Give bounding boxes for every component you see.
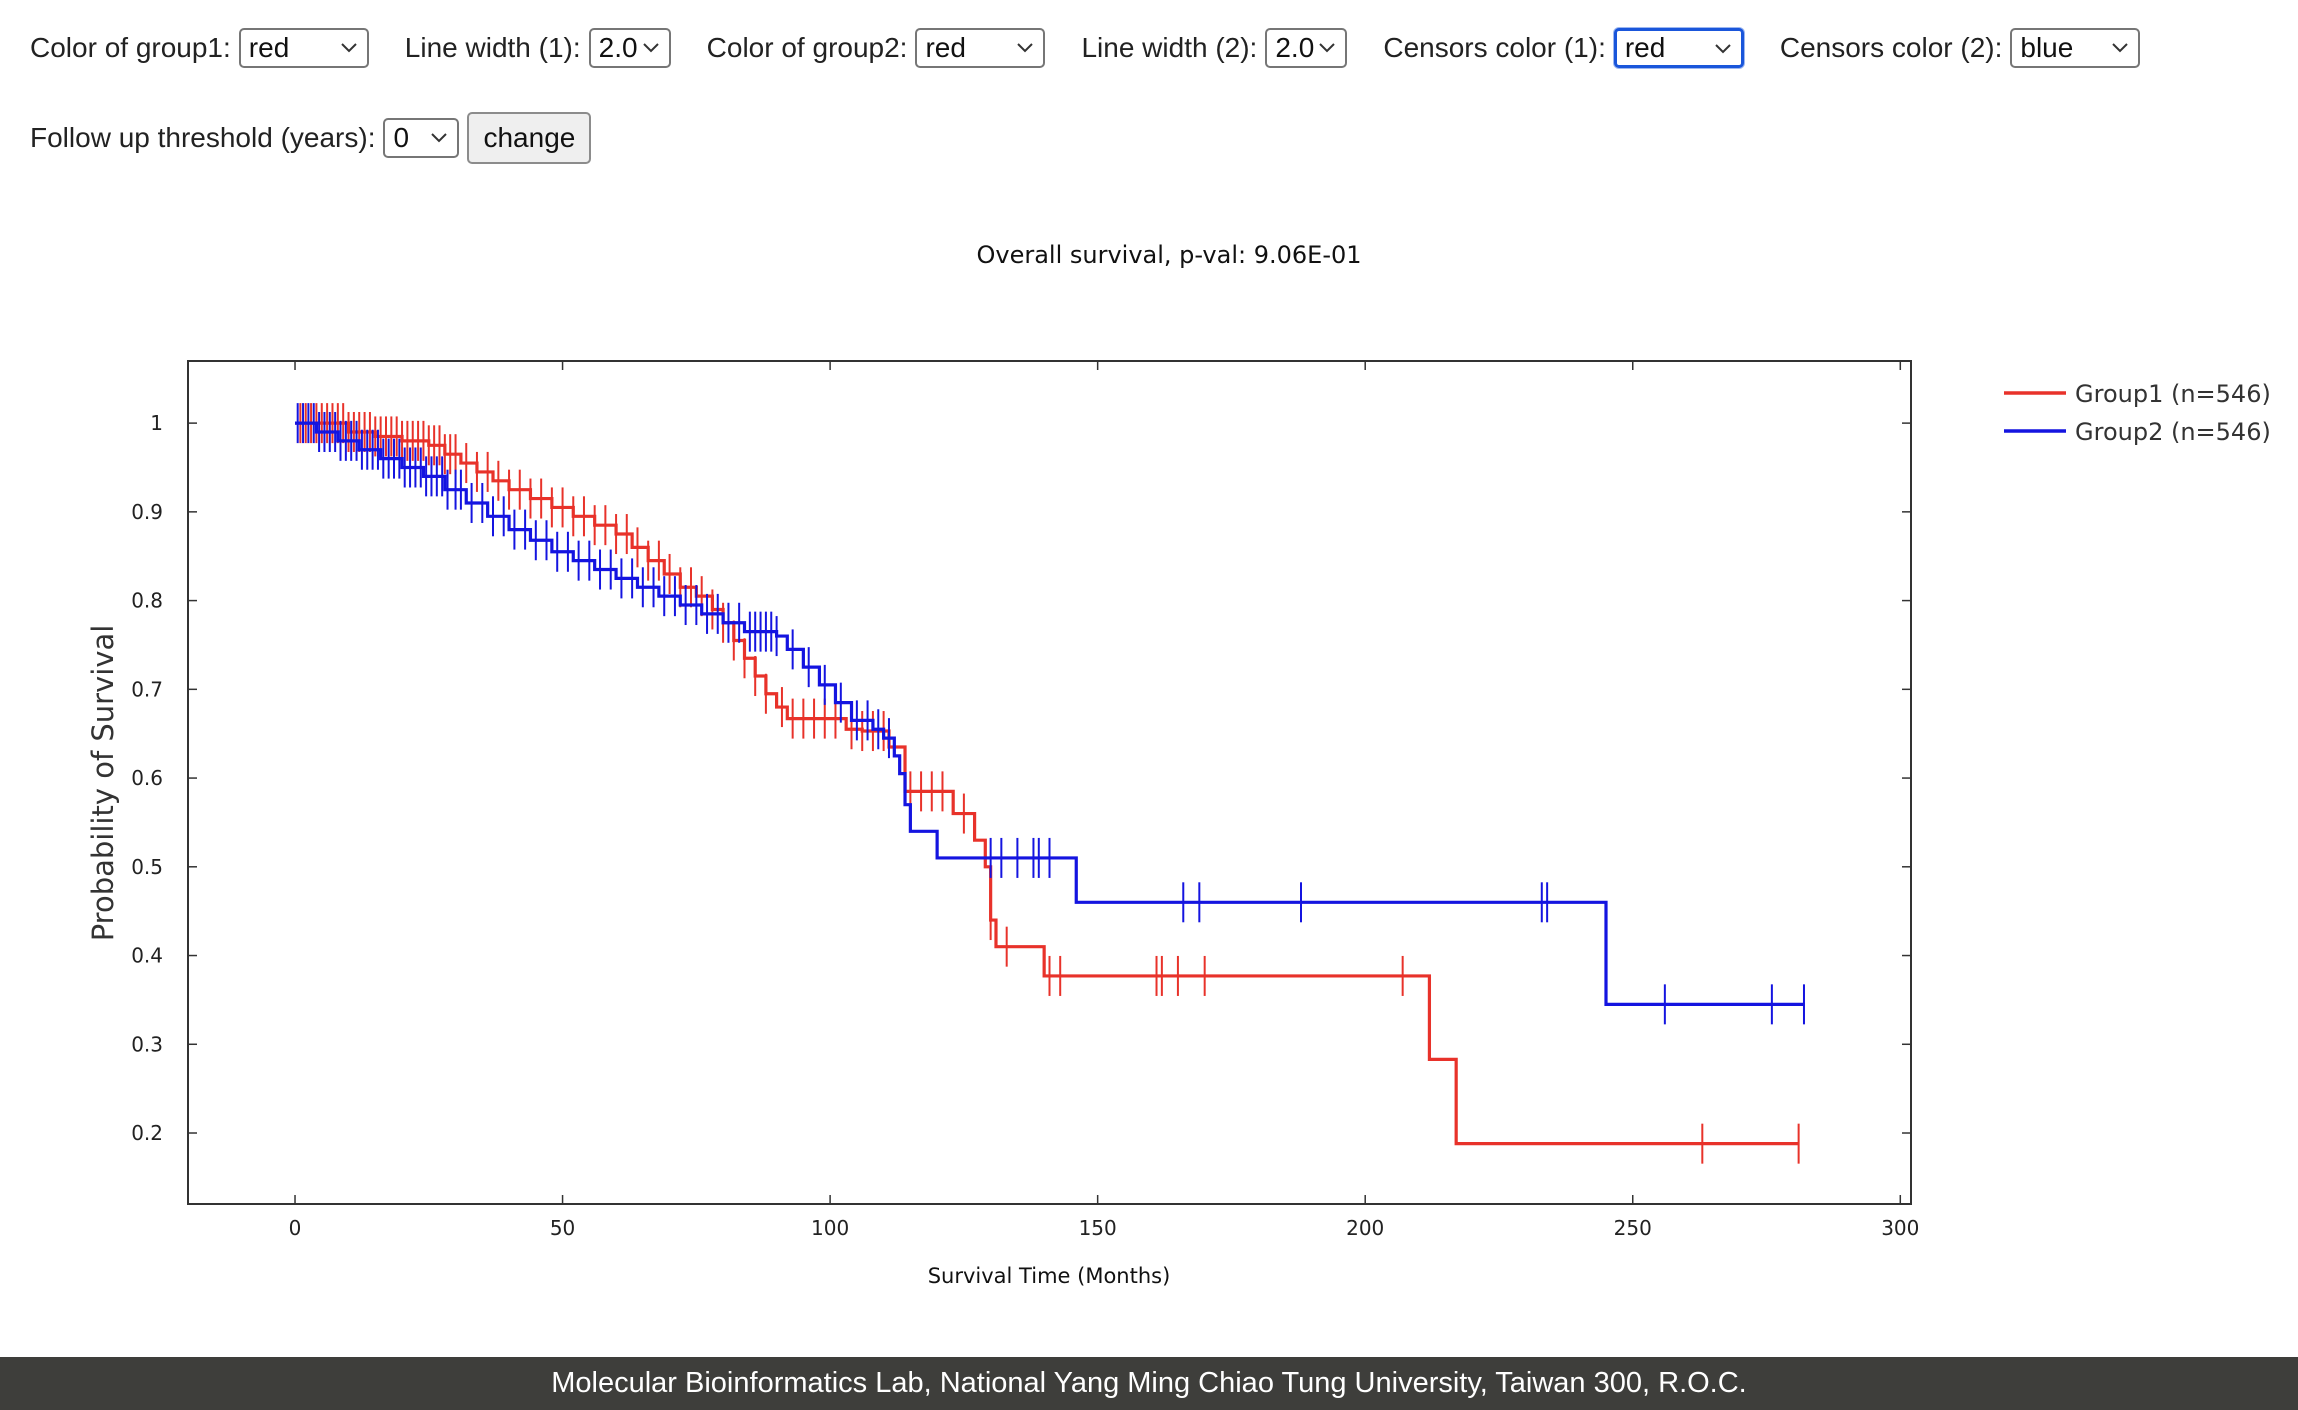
x-tick-label: 200 — [1346, 1216, 1384, 1240]
chevron-down-icon — [1017, 43, 1034, 53]
x-tick-label: 100 — [811, 1216, 849, 1240]
censors-color-2-select[interactable]: blue — [2010, 28, 2141, 68]
y-tick-label: 0.9 — [131, 500, 163, 524]
group2-color-label: Color of group2: — [706, 32, 908, 63]
x-tick-label: 250 — [1614, 1216, 1652, 1240]
chevron-down-icon — [2112, 43, 2129, 53]
censors-color-1-value: red — [1624, 32, 1666, 63]
group2-color-select[interactable]: red — [915, 28, 1046, 68]
censors-color-1-label: Censors color (1): — [1383, 32, 1606, 63]
chart-title: Overall survival, p-val: 9.06E-01 — [976, 241, 1361, 269]
group1-color-control: Color of group1: red — [30, 28, 369, 68]
plot-frame — [187, 360, 1912, 1205]
follow-up-threshold-value: 0 — [393, 122, 410, 153]
change-button[interactable]: change — [467, 112, 592, 164]
line-width-1-control: Line width (1): 2.0 — [405, 28, 671, 68]
x-axis-label: Survival Time (Months) — [928, 1264, 1171, 1288]
follow-up-threshold-select[interactable]: 0 — [383, 118, 460, 158]
legend-label: Group2 (n=546) — [2075, 418, 2271, 446]
x-tick-label: 50 — [550, 1216, 575, 1240]
censors-color-2-label: Censors color (2): — [1779, 32, 2003, 63]
chevron-down-icon — [1319, 43, 1336, 53]
group1-color-value: red — [248, 32, 290, 63]
line-width-2-select[interactable]: 2.0 — [1265, 28, 1348, 68]
y-tick-label: 0.6 — [131, 766, 163, 790]
group1-color-label: Color of group1: — [30, 32, 231, 63]
line-width-2-label: Line width (2): — [1081, 32, 1258, 63]
footer: Molecular Bioinformatics Lab, National Y… — [0, 1357, 2298, 1410]
y-tick-label: 0.7 — [131, 677, 163, 701]
y-tick-label: 0.4 — [131, 944, 163, 968]
y-tick-label: 1 — [150, 411, 163, 435]
censors-color-1-control: Censors color (1): red — [1383, 28, 1744, 68]
x-tick-label: 0 — [289, 1216, 302, 1240]
series-group-2 — [295, 403, 1805, 1025]
controls-row-1: Color of group1: red Line width (1): 2.0… — [30, 28, 2176, 68]
group1-color-select[interactable]: red — [238, 28, 369, 68]
line-width-1-select[interactable]: 2.0 — [588, 28, 671, 68]
line-width-1-value: 2.0 — [598, 32, 638, 63]
chevron-down-icon — [642, 43, 659, 53]
follow-up-threshold-label: Follow up threshold (years): — [30, 122, 376, 153]
x-tick-label: 150 — [1079, 1216, 1117, 1240]
controls-row-2: Follow up threshold (years): 0 change — [30, 112, 592, 164]
line-width-1-label: Line width (1): — [404, 32, 581, 63]
group2-color-value: red — [925, 32, 966, 63]
censors-color-2-control: Censors color (2): blue — [1780, 28, 2141, 68]
y-tick-label: 0.5 — [131, 855, 163, 879]
y-tick-label: 0.2 — [131, 1121, 163, 1145]
y-axis-label: Probability of Survival — [86, 625, 120, 942]
series-group-1 — [295, 403, 1800, 1164]
y-tick-label: 0.8 — [131, 589, 163, 613]
y-tick-label: 0.3 — [131, 1032, 163, 1056]
chevron-down-icon — [1715, 44, 1731, 54]
x-tick-label: 300 — [1881, 1216, 1919, 1240]
survival-curve — [295, 421, 1804, 1006]
censors-color-2-value: blue — [2020, 32, 2074, 63]
chevron-down-icon — [341, 43, 357, 53]
line-width-2-control: Line width (2): 2.0 — [1081, 28, 1348, 68]
line-width-2-value: 2.0 — [1275, 32, 1315, 63]
footer-text: Molecular Bioinformatics Lab, National Y… — [551, 1367, 1747, 1399]
censors-color-1-select[interactable]: red — [1613, 28, 1744, 68]
group2-color-control: Color of group2: red — [707, 28, 1046, 68]
survival-chart: Overall survival, p-val: 9.06E-01 0 50 100 1… — [86, 241, 2271, 1288]
chevron-down-icon — [431, 133, 448, 143]
legend-label: Group1 (n=546) — [2075, 380, 2271, 408]
